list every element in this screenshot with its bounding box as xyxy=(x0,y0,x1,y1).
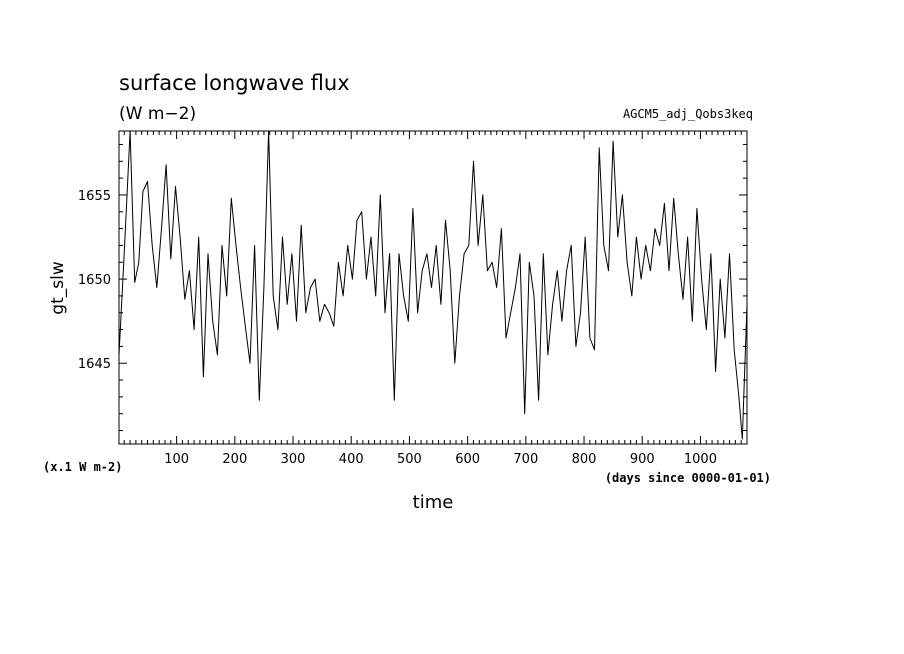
chart-units: (W m−2) xyxy=(119,104,196,124)
x-tick-label: 900 xyxy=(630,452,655,467)
y-axis: 1645 1650 1655 xyxy=(78,143,747,432)
x-tick-label: 500 xyxy=(397,452,422,467)
plot-area xyxy=(118,130,748,445)
experiment-label: AGCM5_adj_Qobs3keq xyxy=(623,107,753,121)
series-group xyxy=(118,130,748,440)
x-axis-label: time xyxy=(413,492,454,513)
y-tick-label: 1645 xyxy=(78,357,111,372)
series-line xyxy=(118,130,748,440)
x-tick-label: 700 xyxy=(513,452,538,467)
y-tick-label: 1650 xyxy=(78,273,111,288)
x-tick-label: 800 xyxy=(572,452,597,467)
y-scale-note: (x.1 W m-2) xyxy=(43,460,122,474)
plot-frame xyxy=(118,130,748,445)
x-tick-label: 200 xyxy=(222,452,247,467)
x-tick-label: 300 xyxy=(281,452,306,467)
x-tick-label: 100 xyxy=(164,452,189,467)
x-unit-note: (days since 0000-01-01) xyxy=(605,471,771,485)
x-tick-label: 600 xyxy=(455,452,480,467)
y-tick-label: 1655 xyxy=(78,189,111,204)
y-axis-label: gt_slw xyxy=(48,261,68,315)
x-axis: 100 200 300 400 500 600 700 800 900 1000 xyxy=(123,131,742,467)
chart-title: surface longwave flux xyxy=(119,71,350,95)
x-tick-label: 400 xyxy=(339,452,364,467)
x-tick-label: 1000 xyxy=(684,452,717,467)
